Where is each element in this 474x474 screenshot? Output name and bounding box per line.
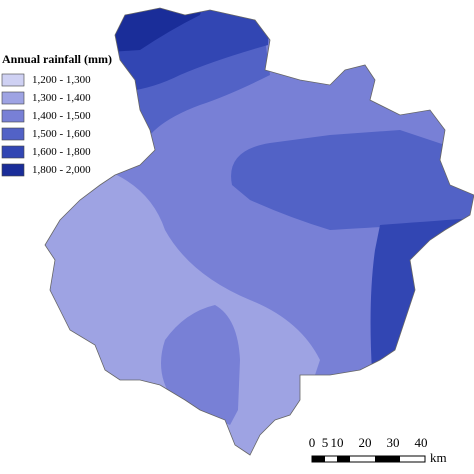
legend-label: 1,300 - 1,400 [32,92,91,104]
legend: 1,200 - 1,300 1,300 - 1,400 1,400 - 1,500 1… [1,73,91,177]
scale-frame [311,455,426,463]
legend-swatch [1,109,25,123]
legend-swatch [1,163,25,177]
zone [161,305,240,425]
scale-label: 30 [387,435,400,450]
scale-segment [312,456,325,462]
legend-title: Annual rainfall (mm) [2,52,112,66]
zone [231,130,474,230]
scale-label: 5 [322,435,329,450]
scale-unit: km [430,450,447,465]
zone [370,218,474,372]
scale-segment [375,456,400,462]
legend-label: 1,400 - 1,500 [32,110,91,122]
legend-swatch [1,145,25,159]
legend-label: 1,500 - 1,600 [32,128,91,140]
scale-label: 40 [415,435,428,450]
legend-label: 1,800 - 2,000 [32,164,91,176]
legend-label: 1,200 - 1,300 [32,74,91,86]
legend-swatch [1,127,25,141]
scale-label: 10 [331,435,344,450]
scale-label: 20 [359,435,372,450]
scale-label: 0 [309,435,316,450]
legend-swatch [1,73,25,87]
scale-segment [337,456,350,462]
legend-label: 1,600 - 1,800 [32,146,91,158]
legend-swatch [1,91,25,105]
